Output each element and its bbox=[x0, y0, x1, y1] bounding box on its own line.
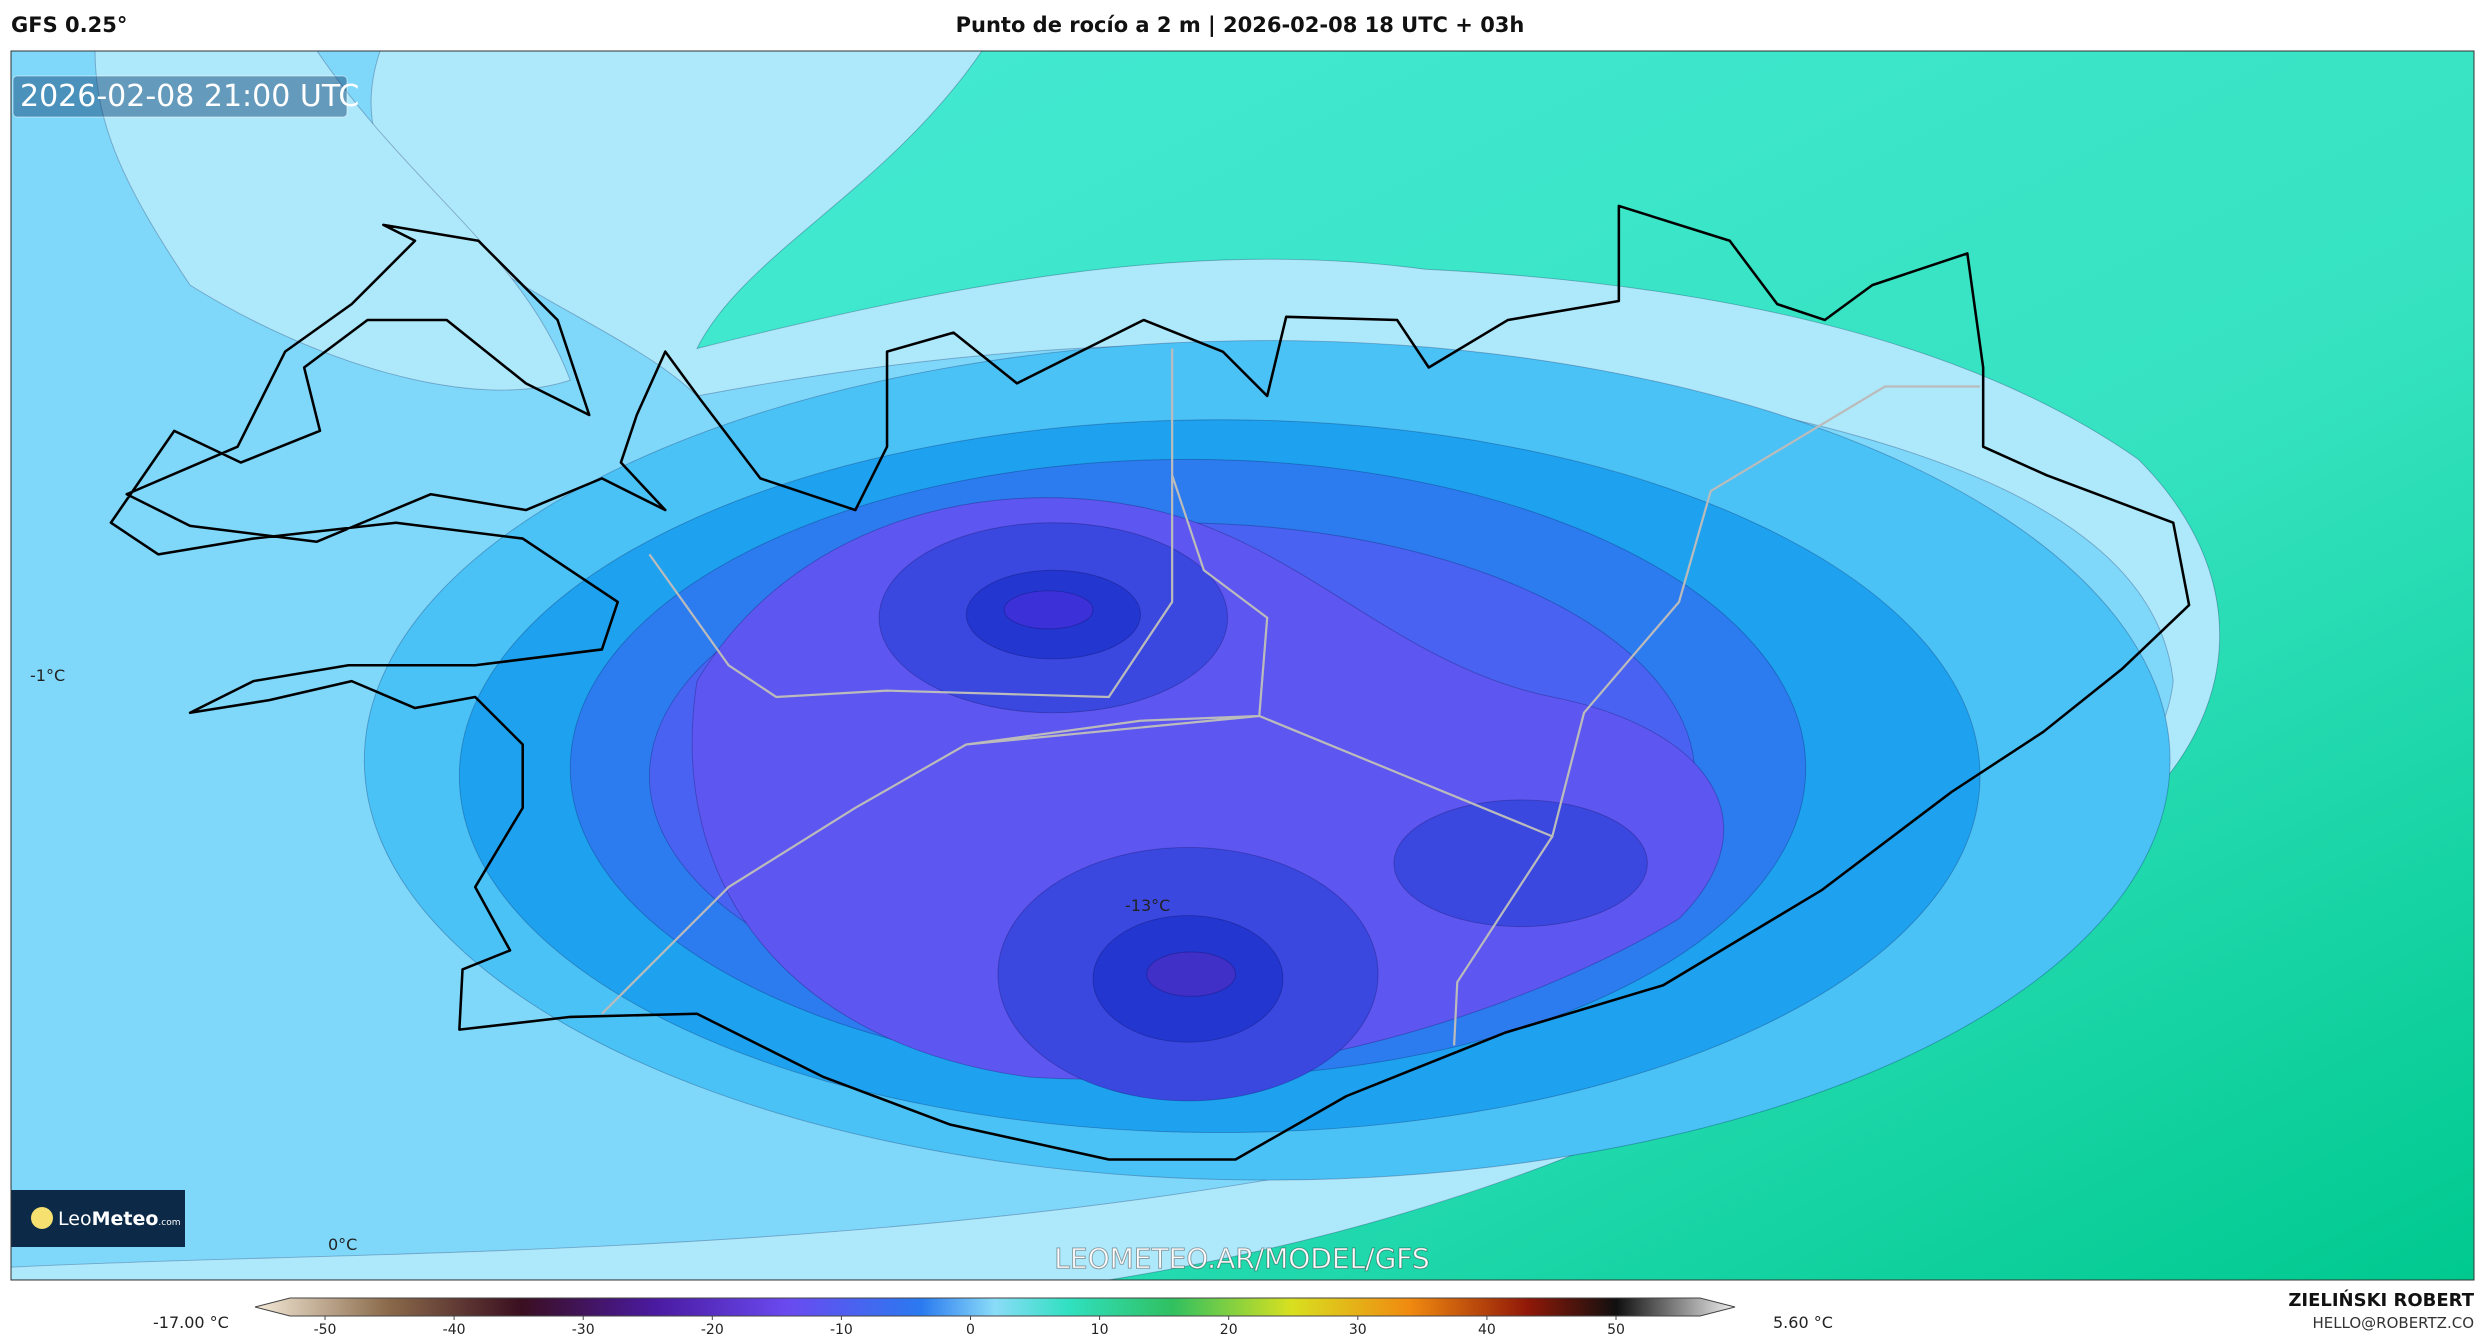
colorbar-tick-label: 20 bbox=[1220, 1322, 1238, 1338]
map-frame bbox=[10, 50, 2475, 1281]
logo: LeoMeteo.com bbox=[58, 1208, 181, 1230]
colorbar-tick-label: 0 bbox=[966, 1322, 975, 1338]
contour-band bbox=[94, 51, 571, 391]
valid-time: 2026-02-08 21:00 UTC bbox=[20, 79, 359, 114]
valid-time-box bbox=[12, 75, 348, 118]
colorbar-tick-label: 30 bbox=[1349, 1322, 1367, 1338]
colorbar-tick-label: 40 bbox=[1478, 1322, 1496, 1338]
colorbar-tick-label: 10 bbox=[1091, 1322, 1109, 1338]
title: Punto de rocío a 2 m | 2026-02-08 18 UTC… bbox=[956, 13, 1525, 38]
contour-band bbox=[1003, 590, 1094, 630]
colorbar-tick-label: -20 bbox=[701, 1322, 724, 1338]
colorbar-min: -17.00 °C bbox=[153, 1313, 229, 1332]
colorbar-tick-label: -40 bbox=[443, 1322, 466, 1338]
colorbar bbox=[254, 1297, 1736, 1317]
logo-sun bbox=[31, 1207, 53, 1229]
colorbar-tick-label: -10 bbox=[830, 1322, 853, 1338]
value-label: -1°C bbox=[30, 666, 65, 685]
contour-band bbox=[1146, 951, 1236, 997]
coastline bbox=[109, 204, 2191, 1161]
email: HELLO@ROBERTZ.CO bbox=[2312, 1314, 2474, 1332]
value-label: -13°C bbox=[1125, 896, 1170, 915]
colorbar-tick-label: -30 bbox=[572, 1322, 595, 1338]
map: 2026-02-08 21:00 UTC -1°C -13°C 0°C LeoM… bbox=[11, 51, 2474, 1280]
contour-band bbox=[1393, 799, 1648, 928]
colorbar-tick-label: -50 bbox=[314, 1322, 337, 1338]
value-label: 0°C bbox=[328, 1235, 357, 1254]
colorbar-max: 5.60 °C bbox=[1773, 1313, 1833, 1332]
model-name: GFS 0.25° bbox=[11, 13, 127, 37]
colorbar-tick-label: 50 bbox=[1607, 1322, 1625, 1338]
watermark: LEOMETEO.AR/MODEL/GFS bbox=[1054, 1242, 1429, 1275]
author: ZIELIŃSKI ROBERT bbox=[2288, 1289, 2474, 1311]
